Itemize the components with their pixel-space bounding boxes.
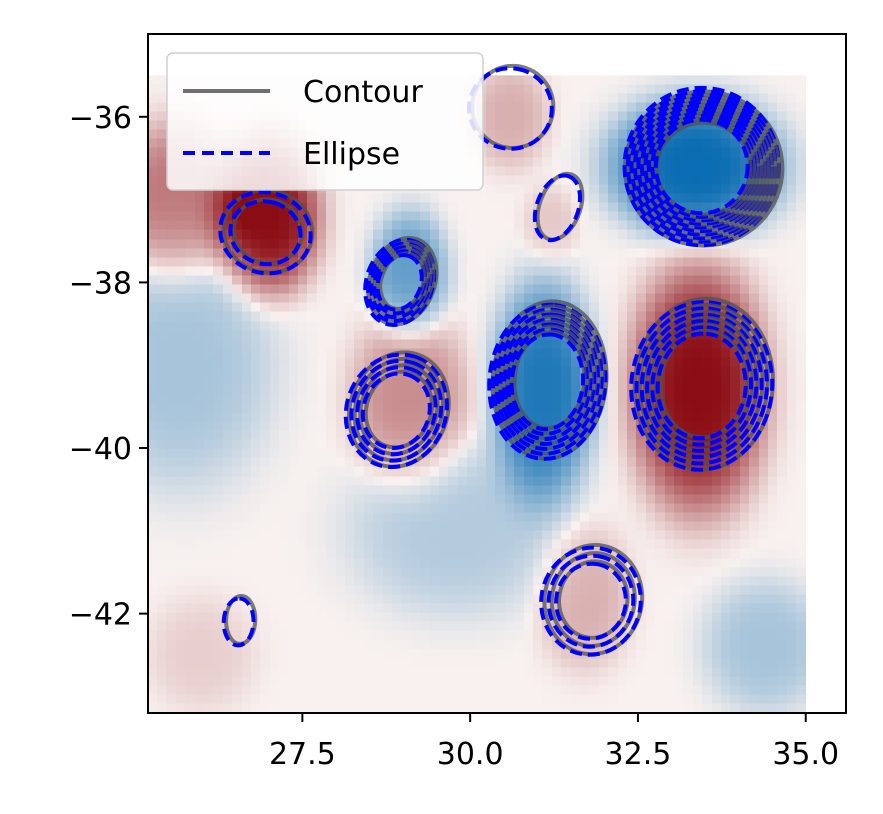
eddy-4 [487,299,609,461]
fitted-ellipse [653,117,750,216]
eddy-6 [532,171,585,243]
y-axis: −36 −38 −40 −42 [69,101,148,633]
fitted-ellipse [546,553,636,649]
legend: Contour Ellipse [166,52,484,191]
fitted-ellipse [554,561,628,641]
fitted-ellipse [467,66,554,151]
fitted-ellipse [375,253,424,312]
fitted-ellipse [228,199,303,267]
x-tick-label: 30.0 [437,737,504,772]
x-tick-label: 32.5 [605,737,672,772]
fitted-ellipse [532,173,582,243]
fitted-ellipse [509,332,586,432]
fitted-ellipse [639,312,764,460]
fitted-ellipse [221,596,256,648]
eddy-7 [622,85,785,248]
plot-frame [147,33,847,714]
eddy-1 [218,187,315,276]
fitted-ellipse [349,358,444,463]
x-axis: 27.5 30.0 32.5 35.0 [269,713,839,772]
legend-box [166,52,484,191]
eddy-outlines [218,63,785,657]
fitted-ellipse [539,545,643,657]
x-tick-label: 27.5 [269,737,336,772]
eddy-3 [343,350,451,469]
contour-line [231,197,305,266]
fitted-ellipse [645,318,759,453]
y-tick-label: −40 [69,432,132,467]
y-tick-label: −42 [69,598,132,633]
x-tick-label: 35.0 [772,737,839,772]
fitted-ellipse [360,371,432,451]
eddy-9 [539,542,645,657]
legend-ellipse-label: Ellipse [303,137,400,172]
y-tick-label: −38 [69,266,132,301]
y-tick-label: −36 [69,101,132,136]
fitted-ellipse [505,327,589,437]
eddy-8 [629,296,775,472]
contour-line [654,120,753,217]
contour-line [490,299,609,461]
fitted-ellipse [343,352,449,469]
fitted-ellipse [634,306,769,466]
fitted-ellipse [650,325,754,447]
eddy-2 [363,235,439,327]
legend-contour-label: Contour [303,75,423,110]
fitted-ellipse [355,365,438,457]
fitted-ellipse [655,331,748,441]
eddy-10 [221,594,258,648]
fitted-ellipse [218,190,313,276]
